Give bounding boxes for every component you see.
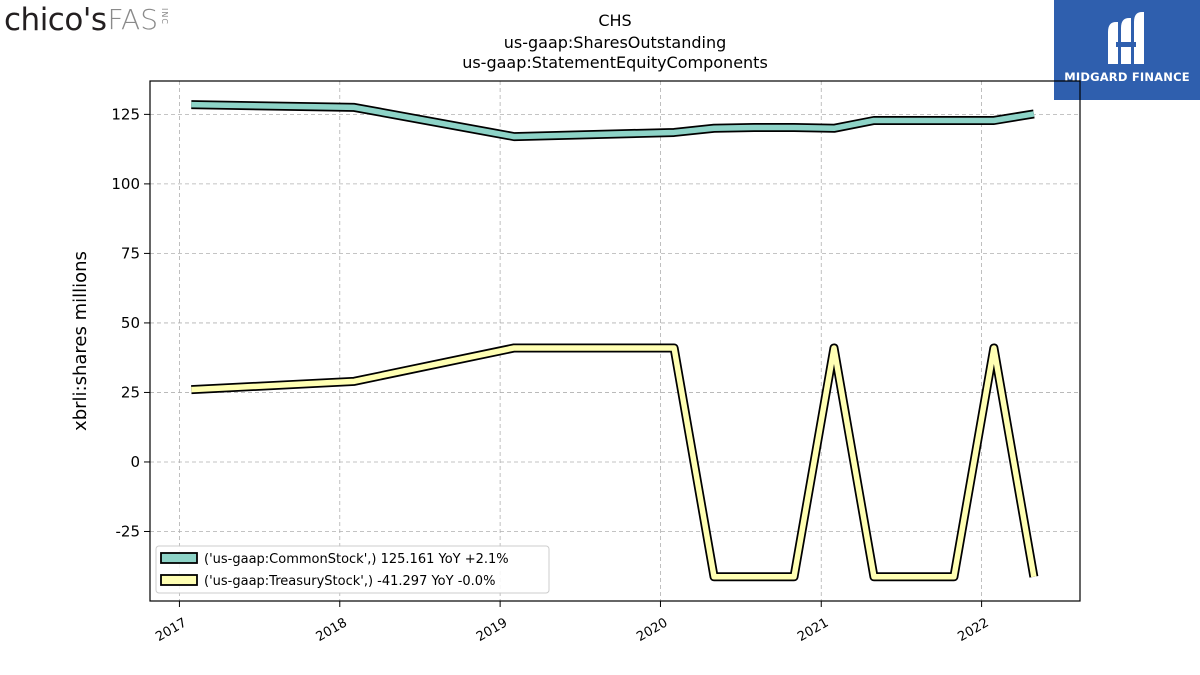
legend-label: ('us-gaap:CommonStock',) 125.161 YoY +2.… bbox=[204, 552, 509, 567]
y-tick-label: 0 bbox=[130, 453, 140, 471]
chart-title: CHS us-gaap:SharesOutstanding us-gaap:St… bbox=[462, 11, 768, 72]
y-axis: 125 100 75 50 25 0 -25 bbox=[111, 105, 150, 540]
y-tick-label: 100 bbox=[111, 175, 140, 193]
legend-label: ('us-gaap:TreasuryStock',) -41.297 YoY -… bbox=[204, 574, 495, 589]
y-tick-label: -25 bbox=[116, 522, 141, 540]
logo-secondary-text: FAS bbox=[107, 3, 158, 36]
series-1-line bbox=[191, 345, 1037, 580]
x-tick-label: 2021 bbox=[795, 615, 831, 645]
plot-frame bbox=[149, 80, 1081, 602]
midgard-finance-logo: MIDGARD FINANCE bbox=[1054, 0, 1200, 100]
midgard-finance-logo-text: MIDGARD FINANCE bbox=[1064, 70, 1190, 84]
y-tick-label: 125 bbox=[111, 105, 140, 123]
series-0-line bbox=[191, 101, 1035, 140]
midgard-finance-logo-icon bbox=[1108, 12, 1144, 64]
chart-title-line-3: us-gaap:StatementEquityComponents bbox=[462, 53, 768, 72]
x-tick-label: 2022 bbox=[955, 615, 991, 645]
legend: ('us-gaap:CommonStock',) 125.161 YoY +2.… bbox=[155, 545, 550, 594]
y-tick-label: 50 bbox=[121, 314, 140, 332]
x-axis: 2017 2018 2019 2020 2021 2022 bbox=[153, 601, 992, 645]
y-axis-label: xbrli:shares millions bbox=[70, 251, 91, 431]
x-tick-label: 2018 bbox=[314, 615, 350, 645]
series-layer bbox=[191, 100, 1039, 582]
chicos-fas-logo: chico's FAS INC bbox=[4, 2, 169, 42]
x-tick-label: 2017 bbox=[153, 615, 189, 645]
x-tick-label: 2019 bbox=[474, 615, 510, 645]
legend-swatch bbox=[160, 552, 198, 564]
legend-swatch bbox=[160, 574, 198, 586]
y-tick-label: 25 bbox=[121, 383, 140, 401]
x-tick-label: 2020 bbox=[634, 615, 670, 645]
logo-primary-text: chico's bbox=[4, 2, 107, 38]
legend-box bbox=[155, 545, 550, 594]
logo-suffix-text: INC bbox=[159, 8, 169, 25]
y-tick-label: 75 bbox=[121, 244, 140, 262]
grid-lines bbox=[150, 81, 1080, 601]
chart-title-line-2: us-gaap:SharesOutstanding bbox=[504, 33, 727, 52]
chart-title-line-1: CHS bbox=[598, 11, 631, 30]
